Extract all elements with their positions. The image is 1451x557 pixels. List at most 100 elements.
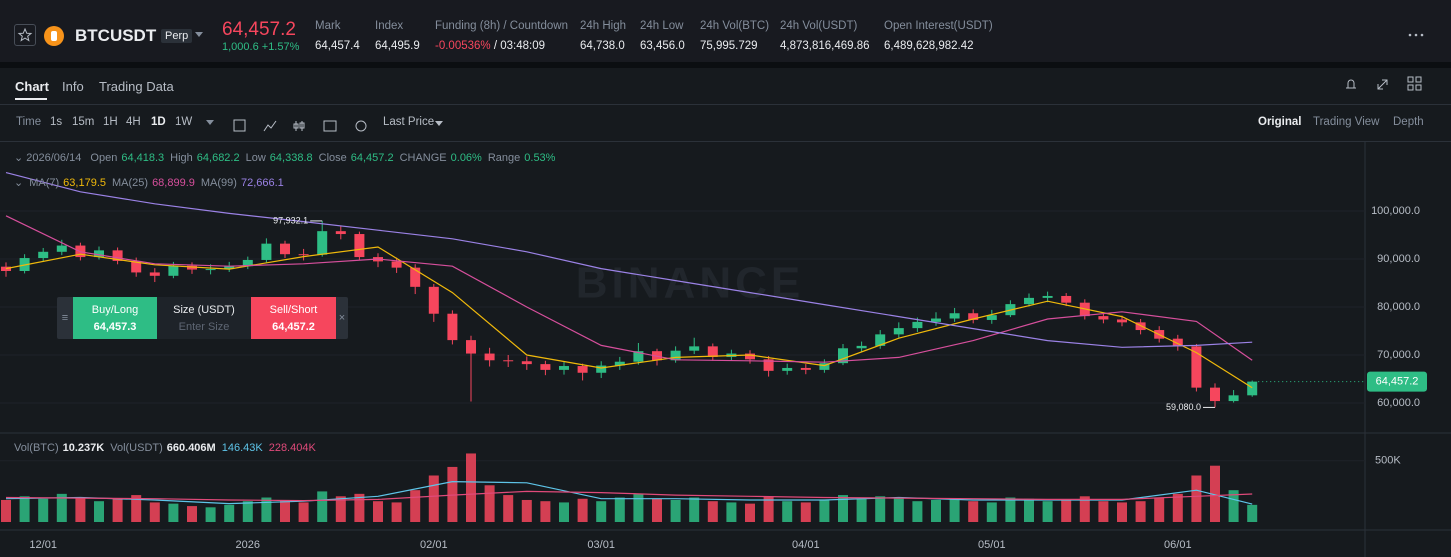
volume-bar — [317, 491, 328, 522]
layout-icon[interactable] — [1407, 76, 1422, 91]
settings-icon[interactable] — [323, 120, 337, 132]
candle-body — [1024, 297, 1034, 305]
close-button[interactable]: × — [338, 312, 346, 324]
volume-bar — [1210, 465, 1220, 522]
volume-bar — [131, 495, 142, 522]
sell-button[interactable]: Sell/Short 64,457.2 — [251, 297, 336, 339]
stat-label: 24h Low — [640, 20, 684, 32]
buy-button[interactable]: Buy/Long 64,457.3 — [73, 297, 157, 339]
candle-body — [391, 261, 402, 268]
symbol-caret[interactable] — [195, 32, 203, 38]
volume-bar — [912, 501, 923, 522]
fullscreen-icon[interactable] — [1377, 79, 1388, 90]
x-tick-label: 05/01 — [978, 539, 1006, 551]
volume-bar — [391, 502, 402, 522]
stat-value: 4,873,816,469.86 — [780, 40, 870, 52]
tab[interactable]: Info — [62, 79, 84, 94]
last-price: 64,457.2 — [222, 19, 296, 40]
volume-bar — [428, 475, 439, 522]
volume-bar — [354, 493, 365, 522]
volume-bar — [75, 497, 86, 522]
ohlc-value: 64,338.8 — [269, 152, 313, 164]
drag-handle[interactable]: ≡ — [61, 312, 69, 324]
volume-bar — [298, 502, 309, 522]
candle-body — [168, 265, 179, 276]
y-tick-label: 60,000.0 — [1377, 397, 1420, 409]
volume-bar — [1079, 496, 1090, 522]
volume-bar — [577, 498, 588, 522]
view-option[interactable]: Depth — [1393, 116, 1424, 128]
candle-body — [875, 334, 886, 346]
candle-body — [559, 366, 569, 370]
candle-body — [447, 313, 458, 341]
candle-body — [893, 328, 904, 335]
candle-body — [1098, 316, 1109, 320]
volume-bar — [819, 499, 830, 522]
candle-body — [428, 286, 439, 314]
candle-body — [614, 361, 625, 366]
alert-icon[interactable] — [1346, 79, 1356, 89]
interval[interactable]: Time — [16, 116, 42, 128]
candle-body — [689, 346, 700, 351]
stat-value: -0.00536% / 03:48:09 — [435, 40, 545, 52]
view-option-active[interactable]: Original — [1258, 116, 1302, 128]
candle-icon[interactable] — [293, 121, 305, 131]
ohlc-label: High — [170, 152, 193, 164]
favorite-button[interactable] — [14, 24, 36, 46]
size-placeholder: Enter Size — [178, 321, 230, 333]
volume-bar — [949, 498, 960, 522]
interval[interactable]: 1s — [50, 116, 63, 128]
last-price-label: 64,457.2 — [1376, 376, 1419, 388]
divider — [0, 62, 1451, 68]
candle-body — [56, 245, 67, 252]
candle-body — [335, 231, 346, 235]
volume-bar — [1117, 502, 1127, 522]
price-type[interactable]: Last Price — [383, 116, 435, 128]
indicator-icon[interactable] — [233, 119, 246, 132]
candle-body — [261, 243, 272, 260]
volume-bar — [1191, 475, 1202, 522]
symbol[interactable]: BTCUSDT — [75, 26, 157, 45]
ma-line — [5, 172, 1253, 348]
candle-body — [280, 243, 290, 255]
divider — [0, 104, 1451, 105]
volume-bar — [280, 499, 290, 522]
stat-label: Funding (8h) / Countdown — [435, 20, 568, 32]
candle-body — [986, 315, 997, 320]
stat-label: 24h Vol(USDT) — [780, 20, 858, 32]
ohlc-value: 64,418.3 — [121, 152, 165, 164]
interval[interactable]: 4H — [126, 116, 141, 128]
volume-bar — [1042, 501, 1053, 522]
collapse-caret[interactable]: ⌄ — [14, 152, 24, 164]
candle-body — [540, 364, 551, 370]
interval[interactable]: 1H — [103, 116, 118, 128]
volume-bar — [559, 502, 569, 522]
candle-body — [838, 348, 848, 364]
interval[interactable]: 15m — [72, 116, 95, 128]
interval[interactable]: 1W — [175, 116, 193, 128]
size-input[interactable]: Size (USDT) Enter Size — [157, 297, 251, 339]
volume-bar — [856, 498, 867, 522]
ohlc-label: CHANGE — [399, 152, 447, 164]
chart-type-icon[interactable] — [263, 120, 277, 132]
stat-label: 24h High — [580, 20, 627, 32]
chart-tools — [1346, 76, 1422, 91]
x-tick-label: 06/01 — [1164, 539, 1192, 551]
more-menu[interactable] — [1408, 33, 1424, 37]
view-option[interactable]: Trading View — [1313, 116, 1380, 128]
tab[interactable]: Chart — [15, 79, 49, 94]
volume-bar — [652, 498, 662, 522]
ohlc-value: 0.06% — [450, 152, 482, 164]
candle-body — [112, 250, 123, 261]
interval-caret[interactable] — [206, 120, 214, 125]
drawing-icon[interactable] — [355, 120, 367, 132]
volume-label: Vol(BTC) — [14, 442, 59, 454]
stat-value: 64,495.9 — [375, 40, 420, 52]
price-type-caret[interactable] — [435, 121, 443, 126]
interval-active[interactable]: 1D — [151, 116, 166, 128]
candle-body — [782, 367, 793, 371]
volume-ma-line — [5, 480, 1253, 505]
volume-bar — [782, 501, 793, 522]
volume-bar — [224, 504, 235, 522]
tab[interactable]: Trading Data — [99, 79, 174, 94]
